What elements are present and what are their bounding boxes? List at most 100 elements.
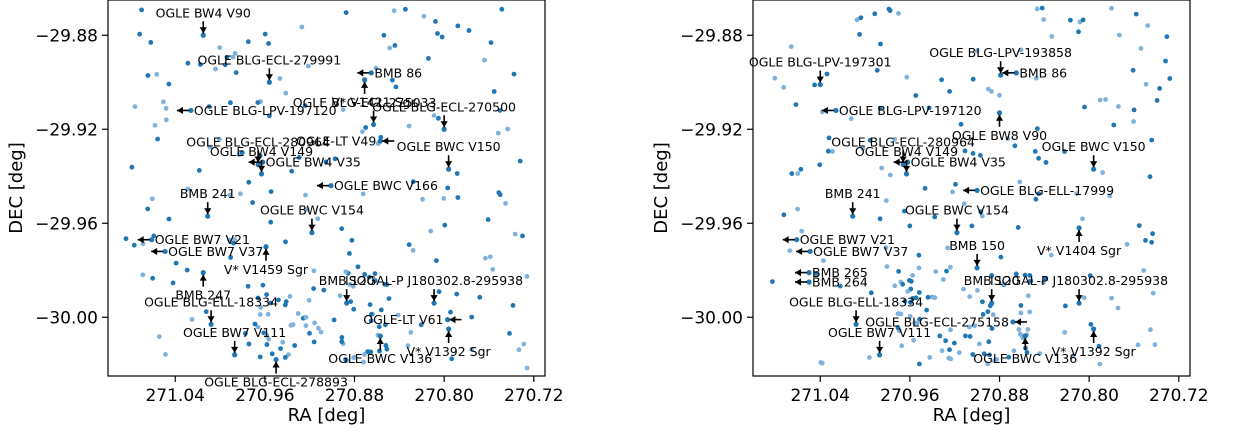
annotation-arrowhead <box>430 295 438 302</box>
annotation-label: BMB 241 <box>825 186 881 201</box>
annotation-arrowhead <box>1075 295 1083 302</box>
scatter-point <box>149 196 155 202</box>
y-tick-label: −30.00 <box>35 308 98 328</box>
scatter-point <box>1015 225 1021 230</box>
annotated-source-point <box>368 70 374 76</box>
scatter-point <box>337 293 343 299</box>
scatter-point <box>243 331 248 336</box>
scatter-point <box>1025 327 1031 332</box>
scatter-point <box>435 31 440 36</box>
scatter-point <box>331 317 337 323</box>
scatter-point <box>288 322 294 328</box>
scatter-point <box>250 200 256 205</box>
scatter-point <box>436 115 441 121</box>
scatter-point <box>858 15 864 21</box>
scatter-point <box>824 71 830 77</box>
scatter-point <box>819 360 825 366</box>
annotated-source-point <box>900 161 906 168</box>
scatter-point <box>507 331 512 336</box>
scatter-point <box>137 31 143 37</box>
annotation-label: OGLE BWC V150 <box>1042 139 1146 154</box>
annotated-source-point <box>807 248 813 255</box>
scatter-point <box>986 339 992 345</box>
scatter-point <box>813 271 819 276</box>
annotation-label: OGLE BWC V154 <box>260 203 364 218</box>
scatter-point <box>926 105 932 111</box>
annotated-source-point <box>954 230 960 236</box>
scatter-point <box>1109 5 1114 11</box>
scatter-point <box>490 267 496 272</box>
scatter-point <box>966 324 972 330</box>
scatter-point <box>150 275 156 281</box>
scatter-point <box>482 57 487 63</box>
annotation-label: OGLE BLG-ELL-18334 <box>789 294 923 309</box>
scatter-point <box>860 146 866 151</box>
scatter-point <box>387 45 392 51</box>
annotation-arrowhead <box>199 27 207 34</box>
annotation-label: V* V1392 Sgr <box>407 344 492 359</box>
scatter-point <box>217 136 222 142</box>
scatter-point <box>899 343 905 349</box>
scatter-point <box>307 330 312 336</box>
scatter-point <box>455 195 461 200</box>
annotation-arrowhead <box>445 331 453 337</box>
scatter-point <box>1149 239 1154 245</box>
annotation-arrowhead <box>199 274 207 281</box>
scatter-point <box>455 23 461 29</box>
scatter-point <box>787 248 793 254</box>
annotated-source-point <box>1091 166 1097 172</box>
scatter-point <box>1088 322 1094 327</box>
scatter-point <box>305 63 311 69</box>
scatter-point <box>340 107 346 112</box>
annotation-arrowhead <box>204 208 212 215</box>
scatter-point <box>386 296 392 301</box>
annotation-label: ISOGAL-P J180302.8-295938 <box>345 273 523 288</box>
scatter-point <box>368 349 374 355</box>
scatter-point <box>170 280 176 286</box>
scatter-point <box>958 121 964 127</box>
scatter-point <box>145 73 151 78</box>
scatter-point <box>1012 143 1018 149</box>
annotated-source-point <box>1022 333 1028 339</box>
scatter-point <box>384 346 390 352</box>
annotation-label: BMB 247 <box>175 288 231 303</box>
scatter-point <box>306 297 312 303</box>
scatter-point <box>943 338 948 344</box>
annotated-source-point <box>205 213 211 219</box>
scatter-point <box>900 281 906 287</box>
scatter-point <box>303 314 309 320</box>
scatter-point <box>184 267 190 273</box>
annotation-label: BMB 120 <box>964 273 1020 288</box>
scatter-point <box>257 312 263 317</box>
scatter-point <box>1148 327 1153 333</box>
annotation-label: OGLE-LT V61 <box>363 312 443 327</box>
scatter-point <box>916 252 922 258</box>
x-axis-title: RA [deg] <box>933 405 1011 426</box>
annotated-source-point <box>162 248 168 255</box>
scatter-point <box>937 333 943 339</box>
scatter-point <box>512 231 518 237</box>
scatter-point <box>821 258 826 263</box>
scatter-point <box>1041 17 1047 22</box>
annotation-label: OGLE BW4 V149 <box>210 144 313 159</box>
scatter-point <box>1107 193 1113 199</box>
scatter-point <box>343 357 349 362</box>
annotation-label: V* V1421 Sgr <box>331 95 416 110</box>
annotation-arrowhead <box>357 69 364 77</box>
annotation-arrowhead <box>231 346 239 353</box>
scatter-point <box>1096 343 1102 349</box>
annotation-label: BMB 86 <box>374 65 422 80</box>
annotated-source-point <box>200 32 206 38</box>
annotation-arrowhead <box>1075 229 1083 236</box>
scatter-point <box>1049 34 1055 39</box>
scatter-point <box>977 341 982 347</box>
scatter-point <box>795 171 801 176</box>
annotated-source-point <box>309 230 315 236</box>
scatter-point <box>1130 67 1136 73</box>
annotation-arrowhead <box>796 247 803 256</box>
scatter-point <box>469 346 475 352</box>
annotation-label: OGLE BW4 V149 <box>855 144 958 159</box>
annotation-label: V* V1392 Sgr <box>1052 344 1137 359</box>
scatter-point <box>944 268 949 274</box>
